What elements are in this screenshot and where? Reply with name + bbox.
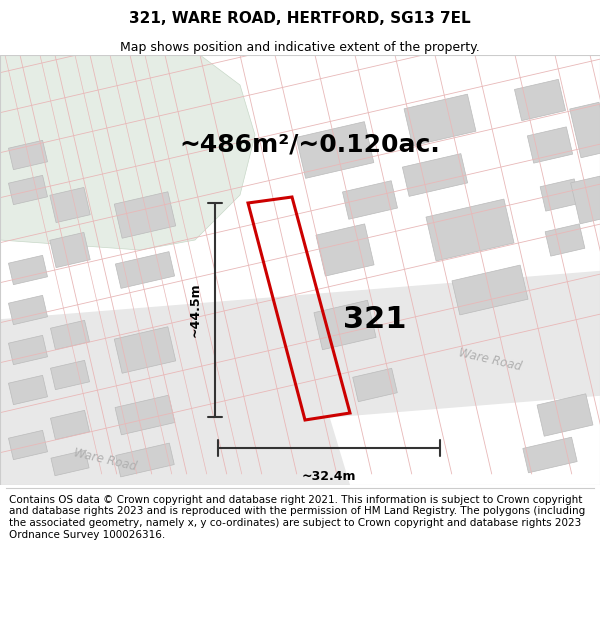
Polygon shape bbox=[537, 394, 593, 436]
Polygon shape bbox=[50, 411, 89, 439]
Polygon shape bbox=[314, 300, 376, 350]
Polygon shape bbox=[8, 296, 47, 324]
Polygon shape bbox=[540, 179, 580, 211]
Polygon shape bbox=[0, 270, 600, 445]
Text: Ware Road: Ware Road bbox=[72, 446, 138, 474]
Polygon shape bbox=[50, 361, 89, 389]
Polygon shape bbox=[50, 232, 90, 268]
Text: ~32.4m: ~32.4m bbox=[302, 470, 356, 483]
Polygon shape bbox=[343, 181, 398, 219]
Polygon shape bbox=[8, 141, 47, 169]
Polygon shape bbox=[51, 450, 89, 476]
Polygon shape bbox=[452, 265, 528, 315]
Polygon shape bbox=[50, 188, 90, 222]
Text: ~44.5m: ~44.5m bbox=[188, 282, 202, 338]
Polygon shape bbox=[426, 199, 514, 261]
Polygon shape bbox=[8, 431, 47, 459]
Text: 321: 321 bbox=[343, 306, 407, 334]
Polygon shape bbox=[0, 55, 255, 250]
Text: 321, WARE ROAD, HERTFORD, SG13 7EL: 321, WARE ROAD, HERTFORD, SG13 7EL bbox=[129, 11, 471, 26]
Text: Ware Road: Ware Road bbox=[457, 346, 523, 374]
Polygon shape bbox=[514, 79, 566, 121]
Polygon shape bbox=[115, 395, 175, 435]
Polygon shape bbox=[114, 327, 176, 373]
Polygon shape bbox=[8, 256, 47, 284]
Polygon shape bbox=[527, 127, 572, 163]
Polygon shape bbox=[403, 154, 467, 196]
Polygon shape bbox=[115, 252, 175, 288]
Polygon shape bbox=[316, 224, 374, 276]
Polygon shape bbox=[545, 224, 585, 256]
Polygon shape bbox=[0, 385, 350, 485]
Polygon shape bbox=[353, 368, 397, 402]
Polygon shape bbox=[116, 443, 174, 477]
Polygon shape bbox=[296, 122, 374, 178]
Text: Contains OS data © Crown copyright and database right 2021. This information is : Contains OS data © Crown copyright and d… bbox=[9, 495, 585, 539]
Polygon shape bbox=[570, 102, 600, 158]
Polygon shape bbox=[114, 192, 176, 238]
Polygon shape bbox=[404, 94, 476, 146]
Text: Map shows position and indicative extent of the property.: Map shows position and indicative extent… bbox=[120, 41, 480, 54]
Polygon shape bbox=[50, 321, 89, 349]
Polygon shape bbox=[8, 176, 47, 204]
Text: ~486m²/~0.120ac.: ~486m²/~0.120ac. bbox=[179, 133, 440, 157]
Polygon shape bbox=[8, 376, 47, 404]
Polygon shape bbox=[571, 176, 600, 224]
Polygon shape bbox=[8, 336, 47, 364]
Polygon shape bbox=[523, 438, 577, 472]
